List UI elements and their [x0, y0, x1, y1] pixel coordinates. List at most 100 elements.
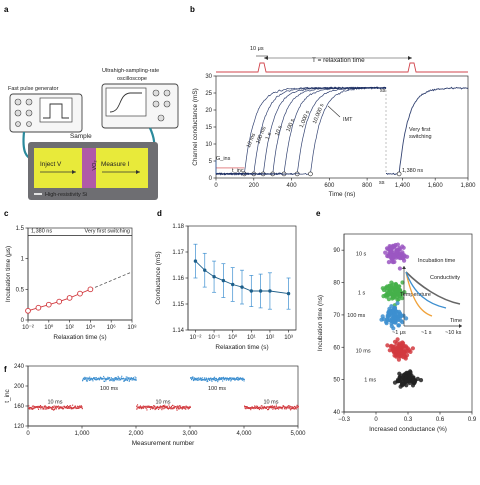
measurement-point [210, 377, 212, 379]
conductance-curve [215, 86, 387, 176]
measurement-point [196, 378, 198, 380]
measurement-point [69, 407, 71, 409]
t-inc-label: t_inc [232, 168, 244, 174]
measurement-point [35, 406, 37, 408]
curve-label: 1,000 s [299, 110, 311, 129]
measurement-point [95, 379, 97, 381]
d-x-tick-label: 10¹ [247, 335, 256, 341]
measurement-point [67, 407, 69, 409]
scatter-point [410, 346, 415, 351]
measurement-point [80, 406, 82, 408]
measurement-point [39, 406, 41, 408]
measurement-point [248, 407, 250, 410]
curve-label: 1 s [265, 131, 273, 140]
measurement-point [222, 380, 224, 382]
f-x-tick-label: 4,000 [236, 431, 252, 437]
scatter-point [395, 301, 400, 306]
measurement-point [264, 407, 266, 409]
measurement-point [296, 406, 298, 408]
measurement-point [76, 405, 78, 407]
panel-c-axes: 10⁻² 10⁰ 10² 10⁴ 10⁶ 10⁸ 0 0.5 1 1.5 Relaxation ti… [5, 226, 137, 341]
measurement-point [108, 377, 110, 379]
measurement-point [114, 377, 116, 379]
panel-d-marks [193, 243, 291, 310]
data-point [258, 289, 263, 293]
scatter-point [389, 343, 394, 348]
measurement-point [214, 376, 216, 378]
b-x-tick-label: 800 [362, 183, 373, 189]
data-point [230, 282, 235, 287]
measurement-point [297, 407, 299, 409]
measurement-point [245, 406, 247, 408]
measurement-point [260, 405, 262, 407]
measurement-point [194, 379, 196, 381]
measurement-point [82, 379, 84, 381]
measurement-point [283, 408, 285, 410]
measurement-point [101, 378, 103, 380]
measurement-point [58, 406, 60, 408]
measurement-point [61, 406, 63, 408]
measurement-point [184, 406, 186, 408]
panel-f-axes: 0 1,000 2,000 3,000 4,000 5,000 120 160 200 240 Me… [4, 364, 306, 447]
measurement-point [74, 405, 76, 407]
measurement-point [219, 378, 221, 381]
measurement-point [84, 378, 86, 380]
measurement-point [253, 407, 255, 409]
measurement-point [182, 407, 184, 409]
first-switch-label-2: switching [409, 134, 432, 140]
b-x-tick-label: 1,800 [460, 183, 476, 189]
measurement-point [103, 380, 105, 382]
arrow-right-icon [459, 324, 462, 328]
measurement-point [285, 406, 287, 408]
panel-e-marks [379, 242, 424, 389]
panel-e-incubation-vs-conductance: −0.3 0 0.3 0.6 0.9 40 50 60 70 80 90 Increased cond… [317, 233, 477, 433]
measurement-point [85, 380, 87, 382]
measurement-point [166, 407, 168, 409]
arrow-right-icon [408, 56, 412, 60]
f-x-tick-label: 3,000 [182, 431, 198, 437]
measurement-point [80, 405, 82, 407]
d-x-axis-title: Relaxation time (s) [215, 344, 268, 351]
measurement-point [255, 407, 257, 409]
measurement-point [249, 407, 251, 409]
measurement-point [268, 407, 270, 409]
c-x-tick-label: 10⁻² [22, 325, 34, 331]
measurement-point [176, 408, 178, 410]
measurement-point [71, 406, 73, 409]
measurement-point [214, 380, 216, 382]
segment-label: 10 ms [156, 400, 171, 406]
measurement-point [86, 377, 88, 379]
measurement-point [69, 405, 71, 407]
measurement-point [227, 378, 229, 380]
measurement-point [45, 406, 47, 408]
measurement-point [272, 406, 274, 409]
measurement-point [159, 406, 161, 408]
measurement-point [99, 377, 101, 379]
measurement-point [215, 379, 217, 382]
measurement-point [136, 407, 138, 409]
measurement-point [120, 379, 122, 381]
measurement-point [88, 378, 90, 380]
measurement-point [59, 407, 61, 409]
f-y-tick-label: 200 [14, 384, 25, 390]
data-point [212, 275, 216, 279]
scope-label-1: Ultrahigh-sampling-rate [102, 68, 159, 74]
measurement-point [294, 406, 296, 408]
measurement-point [272, 408, 274, 410]
measurement-point [218, 379, 220, 381]
switch-point-marker [396, 171, 402, 177]
measurement-point [38, 408, 40, 410]
measurement-point [117, 375, 119, 378]
measurement-point [206, 379, 208, 381]
measurement-point [178, 406, 180, 408]
measurement-point [257, 407, 259, 409]
scatter-point [407, 380, 412, 386]
d-x-tick-label: 10⁻¹ [208, 335, 220, 341]
measurement-point [116, 377, 118, 379]
inset-title: Incubation time [418, 258, 455, 264]
measurement-point [125, 376, 127, 378]
f-y-axis-title: t_inc [4, 388, 11, 402]
scatter-point [379, 317, 384, 322]
measurement-point [143, 407, 145, 409]
measurement-point [123, 378, 125, 380]
